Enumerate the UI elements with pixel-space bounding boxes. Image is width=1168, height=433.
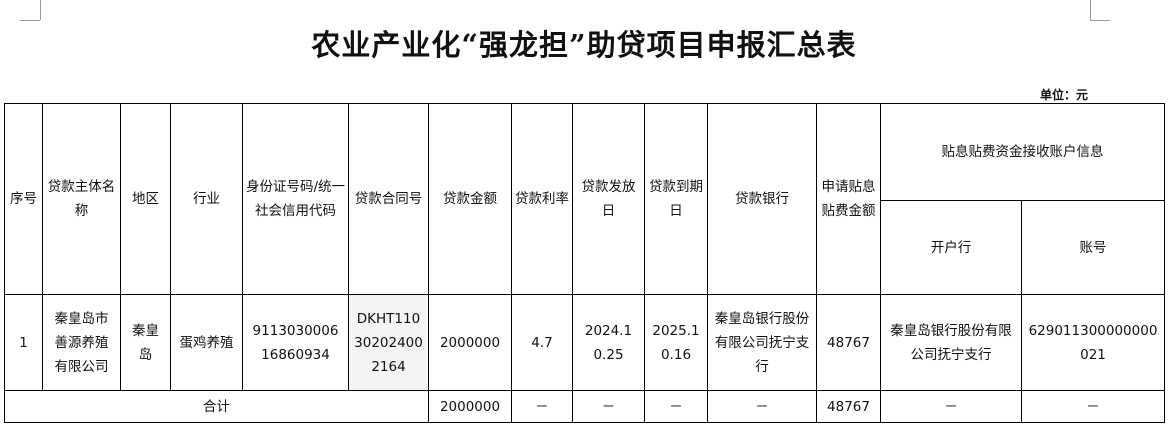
cell-region: 秦皇岛	[120, 294, 171, 391]
cell-seq: 1	[4, 294, 43, 391]
header-open-bank: 开户行	[880, 200, 1022, 295]
header-borrower: 贷款主体名称	[42, 103, 121, 295]
header-bank: 贷款银行	[707, 103, 817, 295]
subheader-row: 开户行 账号	[5, 200, 1165, 295]
header-issue-date: 贷款发放日	[572, 103, 645, 295]
header-row: 序号 贷款主体名称 地区 行业 身份证号码/统一社会信用代码 贷款合同号 贷款金…	[4, 103, 1165, 295]
total-row: 合计 2000000 － － － － 48767 － －	[4, 390, 1165, 423]
header-industry: 行业	[170, 103, 243, 295]
total-open-bank: －	[880, 390, 1022, 423]
header-contract-no: 贷款合同号	[348, 103, 429, 295]
cell-borrower: 秦皇岛市善源养殖有限公司	[42, 294, 121, 391]
total-issue-date: －	[572, 390, 645, 423]
cell-bank: 秦皇岛银行股份有限公司抚宁支行	[707, 294, 817, 391]
cell-account-no: 629011300000000021	[1021, 294, 1165, 391]
header-id-code: 身份证号码/统一社会信用代码	[242, 103, 349, 295]
header-seq: 序号	[4, 103, 43, 295]
table-row: 1 秦皇岛市善源养殖有限公司 秦皇岛 蛋鸡养殖 9113030006168609…	[4, 294, 1165, 391]
total-account-no: －	[1021, 390, 1165, 423]
header-account-info: 贴息贴费资金接收账户信息	[880, 103, 1165, 201]
unit-label: 单位：元	[1040, 88, 1089, 102]
page-title: 农业产业化“强龙担”助贷项目申报汇总表	[311, 28, 857, 62]
crop-mark	[40, 0, 41, 20]
cell-industry: 蛋鸡养殖	[170, 294, 243, 391]
cell-open-bank: 秦皇岛银行股份有限公司抚宁支行	[880, 294, 1022, 391]
crop-mark	[1090, 20, 1110, 21]
crop-mark	[20, 20, 40, 21]
header-account-no: 账号	[1021, 200, 1165, 295]
total-amount: 2000000	[428, 390, 512, 423]
total-rate: －	[511, 390, 573, 423]
cell-issue-date: 2024.10.25	[572, 294, 645, 391]
summary-table: 序号 贷款主体名称 地区 行业 身份证号码/统一社会信用代码 贷款合同号 贷款金…	[4, 103, 1165, 423]
cell-subsidy: 48767	[816, 294, 881, 391]
header-amount: 贷款金额	[428, 103, 512, 295]
cell-due-date: 2025.10.16	[644, 294, 708, 391]
header-due-date: 贷款到期日	[644, 103, 708, 295]
crop-mark	[1090, 0, 1091, 20]
header-subsidy: 申请贴息贴费金额	[816, 103, 881, 295]
total-subsidy: 48767	[816, 390, 881, 423]
header-region: 地区	[120, 103, 171, 295]
total-bank: －	[707, 390, 817, 423]
cell-amount: 2000000	[428, 294, 512, 391]
header-rate: 贷款利率	[511, 103, 573, 295]
total-label: 合计	[4, 390, 429, 423]
cell-contract-no: DKHT110302024002164	[348, 294, 429, 391]
cell-id-code: 911303000616860934	[242, 294, 349, 391]
cell-rate: 4.7	[511, 294, 573, 391]
total-due-date: －	[644, 390, 708, 423]
